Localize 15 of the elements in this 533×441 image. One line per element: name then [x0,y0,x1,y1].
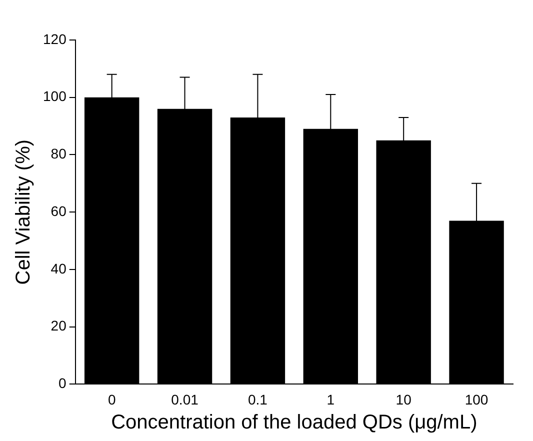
y-tick-label: 100 [43,88,67,104]
y-tick-label: 40 [50,260,67,276]
x-tick-label: 0.01 [171,391,199,408]
y-axis-title: Cell Viability (%) [12,139,35,285]
y-tick-label: 80 [50,146,67,162]
x-tick-label: 100 [464,391,488,408]
y-tick-label: 20 [50,318,67,334]
x-tick-label: 10 [396,391,412,408]
y-tick-label: 0 [58,375,67,392]
y-tick-label: 60 [50,202,67,219]
y-tick-label: 120 [43,30,67,47]
x-axis-title: Concentration of the loaded QDs (μg/mL) [111,412,478,434]
x-tick-label: 0 [108,391,116,408]
x-tick-label: 0.1 [248,391,268,408]
x-tick-label: 1 [326,391,335,408]
